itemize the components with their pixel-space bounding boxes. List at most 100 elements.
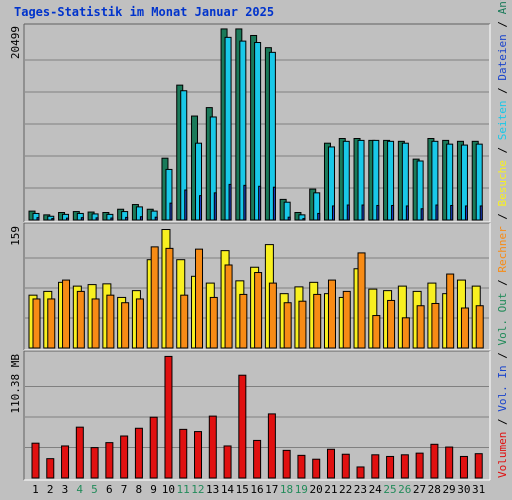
bar-volumen — [326, 448, 335, 479]
legend-separator: / — [496, 206, 509, 226]
bar-volumen — [120, 435, 129, 479]
bar-rechner — [195, 248, 204, 349]
legend-entry: Volumen — [496, 432, 509, 478]
bar-seiten — [302, 218, 306, 221]
x-tick-label: 4 — [76, 483, 83, 496]
y-max-label: 20499 — [9, 26, 22, 59]
bar-volumen — [312, 458, 321, 479]
bar-dateien — [62, 213, 70, 221]
legend-entry: Anfragen — [496, 0, 509, 14]
bar-dateien — [357, 139, 365, 221]
x-tick-label: 14 — [221, 483, 235, 496]
bar-seiten — [184, 189, 188, 221]
bar-rechner — [254, 272, 263, 349]
bar-rechner — [121, 302, 130, 349]
bar-seiten — [169, 202, 173, 221]
bar-seiten — [243, 184, 247, 221]
bar-volumen — [253, 439, 262, 479]
bar-rechner — [91, 298, 100, 349]
x-tick-label: 25 — [383, 483, 396, 496]
x-tick-label: 12 — [191, 483, 204, 496]
bar-seiten — [420, 208, 424, 221]
bar-rechner — [475, 305, 484, 349]
x-tick-label: 3 — [62, 483, 69, 496]
bar-dateien — [76, 212, 84, 221]
bar-volumen — [267, 413, 276, 479]
x-tick-label: 8 — [135, 483, 142, 496]
bar-volumen — [90, 447, 99, 479]
legend-entry: Dateien — [496, 34, 509, 80]
bar-volumen — [474, 453, 483, 479]
bar-rechner — [327, 279, 336, 349]
bar-rechner — [446, 273, 455, 349]
bar-rechner — [387, 299, 396, 349]
x-tick-label: 18 — [280, 483, 293, 496]
x-tick-label: 19 — [295, 483, 308, 496]
legend-separator: / — [496, 273, 509, 293]
x-tick-label: 31 — [472, 483, 485, 496]
bar-dateien — [195, 142, 203, 221]
bar-dateien — [342, 140, 350, 221]
bar-rechner — [313, 293, 322, 349]
bar-rechner — [180, 294, 189, 349]
bar-volumen — [46, 458, 55, 479]
legend-separator: / — [496, 140, 509, 160]
bar-seiten — [405, 205, 409, 221]
bar-seiten — [139, 216, 143, 221]
bar-rechner — [416, 305, 425, 349]
bar-rechner — [239, 293, 248, 349]
bar-dateien — [91, 213, 99, 221]
right-legend-text: Volumen / Vol. In / Vol. Out / Rechner /… — [496, 0, 509, 478]
x-tick-label: 10 — [162, 483, 175, 496]
page-title: Tages-Statistik im Monat Januar 2025 — [14, 5, 275, 19]
bar-volumen — [134, 427, 143, 479]
bar-seiten — [258, 185, 262, 221]
bar-volumen — [164, 355, 173, 479]
x-tick-label: 27 — [413, 483, 426, 496]
bar-volumen — [75, 426, 84, 479]
x-tick-label: 9 — [150, 483, 157, 496]
bar-seiten — [435, 204, 439, 221]
bar-seiten — [450, 204, 454, 221]
bar-seiten — [287, 216, 291, 221]
bar-rechner — [431, 302, 440, 349]
bar-rechner — [224, 264, 233, 349]
x-tick-label: 21 — [324, 483, 337, 496]
bar-rechner — [135, 298, 144, 349]
legend-entry: Vol. In — [496, 365, 509, 411]
bar-dateien — [165, 168, 173, 221]
legend-separator: / — [496, 346, 509, 366]
x-tick-label: 20 — [309, 483, 322, 496]
x-tick-label: 2 — [47, 483, 54, 496]
bar-seiten — [346, 204, 350, 221]
legend-separator: / — [496, 412, 509, 432]
bar-seiten — [479, 205, 483, 221]
bar-volumen — [415, 452, 424, 479]
x-tick-label: 1 — [32, 483, 39, 496]
x-tick-label: 6 — [106, 483, 113, 496]
y-axis-labels: 20499 159 110.38 MB — [9, 26, 22, 414]
bar-seiten — [228, 183, 232, 221]
x-tick-label: 11 — [177, 483, 190, 496]
bar-seiten — [66, 217, 70, 221]
bar-dateien — [446, 143, 454, 221]
bar-volumen — [238, 374, 247, 479]
bar-dateien — [327, 146, 335, 221]
bar-dateien — [239, 40, 247, 221]
bar-dateien — [209, 116, 217, 221]
bar-volumen — [297, 454, 306, 479]
bar-dateien — [431, 140, 439, 221]
x-tick-label: 23 — [354, 483, 367, 496]
bar-rechner — [47, 298, 56, 349]
bar-rechner — [76, 290, 85, 349]
bar-seiten — [331, 205, 335, 221]
bar-seiten — [376, 204, 380, 221]
bar-dateien — [254, 42, 262, 221]
bar-volumen — [356, 466, 365, 479]
bar-rechner — [283, 302, 292, 349]
legend-entry: Rechner — [496, 226, 509, 273]
bar-seiten — [213, 192, 217, 221]
bar-seiten — [361, 204, 365, 221]
legend-separator: / — [496, 14, 509, 34]
